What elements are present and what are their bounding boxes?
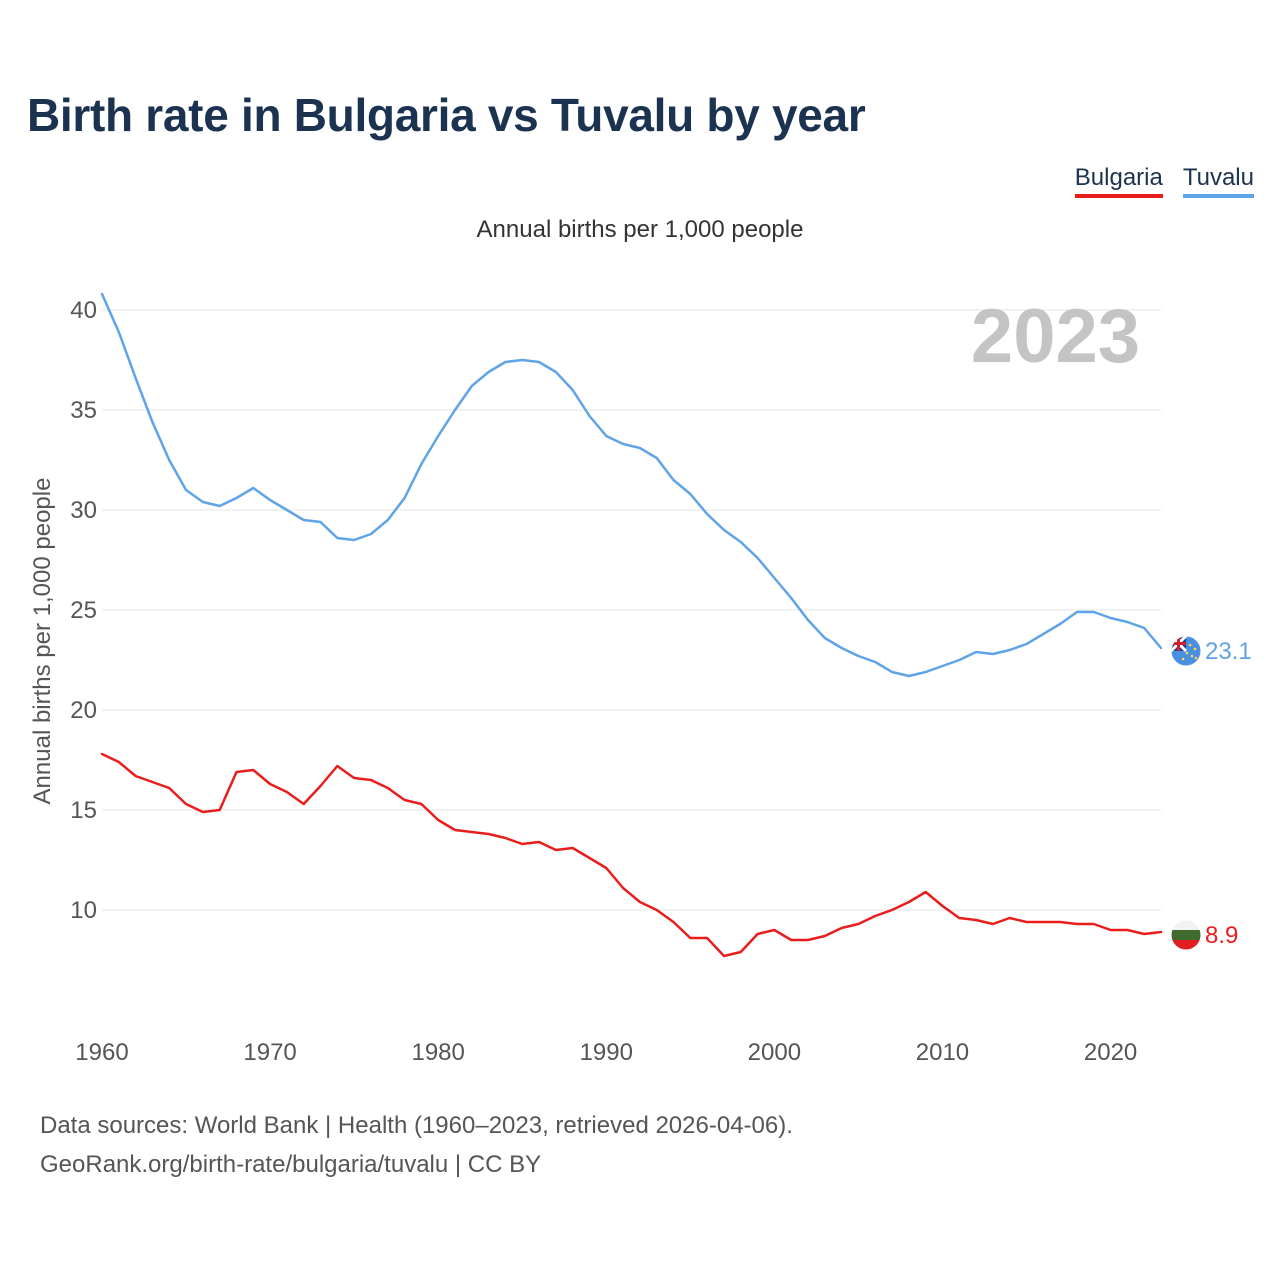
y-tick-label: 25 [70, 597, 97, 624]
y-tick-label: 15 [70, 797, 97, 824]
y-tick-label: 30 [70, 497, 97, 524]
x-tick-label: 2000 [748, 1039, 801, 1066]
flag-marker-bulgaria [1170, 919, 1202, 951]
end-value-label-bulgaria: 8.9 [1205, 922, 1238, 949]
x-tick-label: 2020 [1084, 1039, 1137, 1066]
y-tick-label: 10 [70, 897, 97, 924]
x-tick-label: 2010 [916, 1039, 969, 1066]
y-tick-label: 35 [70, 397, 97, 424]
marker-layer: 23.1 8.9 [1170, 635, 1252, 951]
legend-item-bulgaria[interactable]: Bulgaria [1074, 164, 1163, 198]
x-tick-layer: 1960 1970 1980 1990 2000 2010 2020 [75, 1039, 1137, 1066]
end-value-label-tuvalu: 23.1 [1205, 638, 1252, 665]
year-watermark: 2023 [971, 294, 1140, 379]
x-tick-label: 1990 [580, 1039, 633, 1066]
grid-layer [102, 309, 1161, 911]
source-line-1: Data sources: World Bank | Health (1960–… [40, 1112, 793, 1139]
source-note: Data sources: World Bank | Health (1960–… [40, 1106, 793, 1184]
legend-item-tuvalu[interactable]: Tuvalu [1182, 164, 1254, 198]
chart-title: Birth rate in Bulgaria vs Tuvalu by year [27, 89, 866, 141]
x-tick-label: 1970 [243, 1039, 296, 1066]
y-tick-label: 20 [70, 697, 97, 724]
series-line-bulgaria[interactable] [100, 752, 1163, 958]
flag-marker-tuvalu [1170, 635, 1202, 667]
x-tick-label: 1980 [411, 1039, 464, 1066]
chart-subtitle: Annual births per 1,000 people [476, 216, 804, 243]
series-line-tuvalu[interactable] [100, 292, 1163, 678]
legend: Bulgaria Tuvalu [1074, 164, 1254, 198]
y-tick-label: 40 [70, 297, 97, 324]
source-line-2[interactable]: GeoRank.org/birth-rate/bulgaria/tuvalu |… [40, 1151, 542, 1178]
x-tick-label: 1960 [75, 1039, 128, 1066]
plot-area: 2023 Annual births per 1,000 people 1960… [29, 292, 1252, 1066]
y-axis-title: Annual births per 1,000 people [29, 478, 56, 805]
series-layer [100, 292, 1163, 958]
y-tick-layer: 10 15 20 25 30 35 40 [70, 297, 97, 924]
